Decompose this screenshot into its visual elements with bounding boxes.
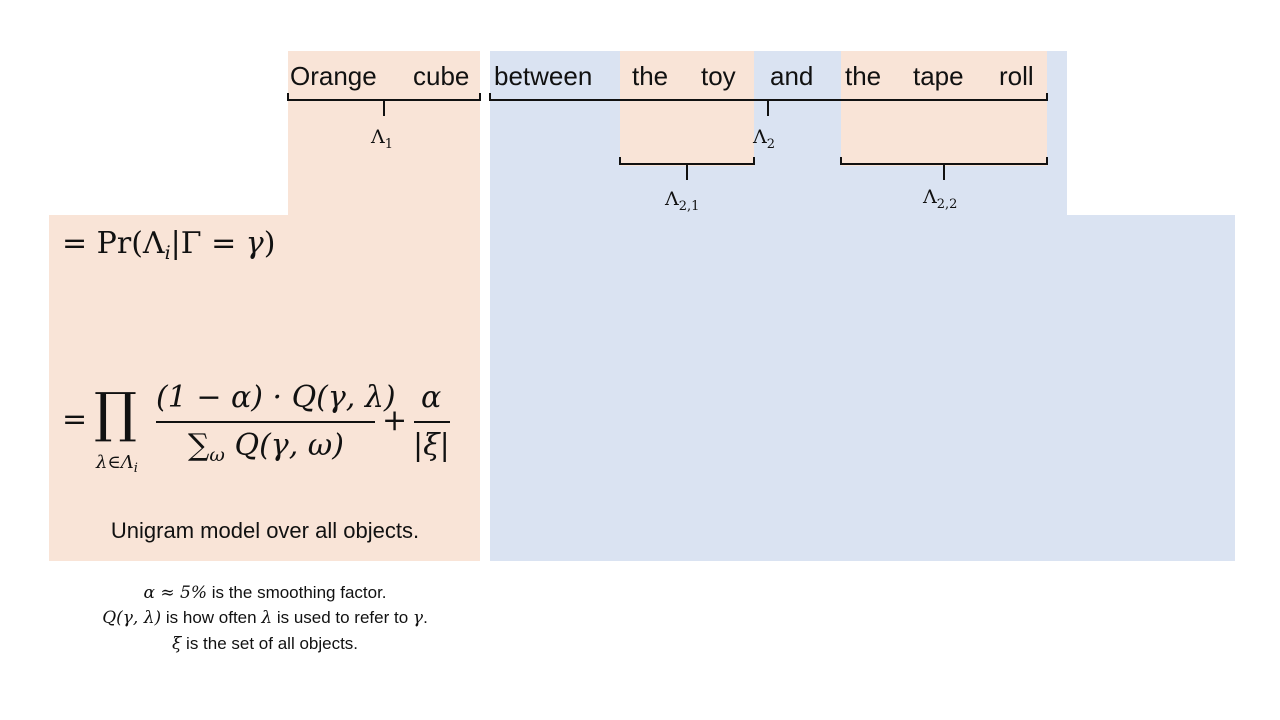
word-orange: Orange [290,61,377,91]
word-the-2: the [845,61,882,91]
equation-probability: = Pr(Λi|Γ = γ) [62,226,276,264]
word-tape: tape [913,61,964,91]
label-lambda-2-1: Λ2,1 [665,188,700,214]
fraction-bar-alpha [414,421,450,423]
blue-region-bottom [490,215,1235,561]
word-between: between [494,61,593,91]
product-subscript: λ∈Λi [96,452,138,476]
word-the-1: the [632,61,669,91]
word-toy: toy [701,61,736,91]
note-q-definition: Q(γ, λ) is how often λ is used to refer … [102,608,428,628]
bracket-lambda-2-2 [840,157,1048,180]
word-roll: roll [999,61,1034,91]
alpha-numerator: α [421,380,442,415]
plus-sign: + [382,403,408,438]
label-lambda-2-2: Λ2,2 [923,186,958,212]
peach-region-top [288,51,480,217]
bracket-lambda-2-1 [619,157,755,180]
bracket-lambda-1 [287,93,481,116]
xi-denominator: |ξ| [413,428,450,463]
word-cube: cube [413,61,470,91]
peach-highlight-the-toy [620,51,754,166]
denominator: ∑ω Q(γ, ω) [188,428,344,466]
equation-equals: = [62,402,88,437]
label-lambda-2: Λ2 [753,126,776,152]
numerator: (1 − α) · Q(γ, λ) [156,380,396,415]
peach-highlight-the-tape-roll [841,51,1047,166]
note-smoothing-factor: α ≈ 5% is the smoothing factor. [143,583,387,603]
peach-region-bottom [49,215,480,561]
note-xi-definition: ξ is the set of all objects. [171,634,359,654]
product-symbol: ∏ [94,381,137,444]
word-and: and [770,61,814,91]
label-lambda-1: Λ1 [371,126,394,152]
bracket-lambda-2 [489,93,1048,116]
unigram-caption: Unigram model over all objects. [110,518,420,543]
fraction-bar-main [156,421,375,423]
